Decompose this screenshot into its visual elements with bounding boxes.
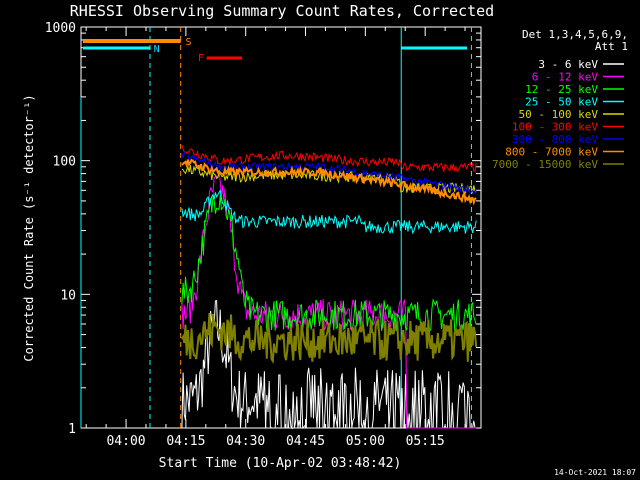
y-tick-label: 1 bbox=[68, 422, 76, 437]
legend-label: 300 - 800 keV bbox=[512, 133, 598, 146]
chart-title: RHESSI Observing Summary Count Rates, Co… bbox=[70, 2, 494, 20]
y-tick-label: 100 bbox=[53, 155, 76, 170]
legend-label: 7000 - 15000 keV bbox=[492, 158, 598, 171]
legend-label: 25 - 50 keV bbox=[525, 96, 598, 109]
x-tick-label: 04:30 bbox=[226, 434, 265, 449]
series-line bbox=[181, 189, 477, 235]
legend-label: 3 - 6 keV bbox=[538, 58, 598, 71]
y-tick-label: 10 bbox=[60, 288, 76, 303]
flag-label: F bbox=[198, 53, 204, 64]
series-line bbox=[181, 158, 477, 206]
x-tick-label: 04:00 bbox=[106, 434, 145, 449]
flag-label: N bbox=[154, 44, 160, 55]
legend-label: 6 - 12 keV bbox=[532, 71, 599, 84]
flag-label: S bbox=[185, 37, 191, 48]
legend-label: 100 - 300 keV bbox=[512, 121, 598, 134]
y-axis-label: Corrected Count Rate (s⁻¹ detector⁻¹) bbox=[22, 94, 36, 361]
x-tick-label: 04:15 bbox=[166, 434, 205, 449]
series-line bbox=[181, 170, 477, 429]
legend-label: 50 - 100 keV bbox=[519, 108, 599, 121]
x-tick-label: 05:00 bbox=[346, 434, 385, 449]
series-line bbox=[181, 151, 477, 196]
legend-label: 12 - 25 keV bbox=[525, 83, 598, 96]
x-tick-label: 04:45 bbox=[286, 434, 325, 449]
plot-area: 1 10 100 1000 04:00 04:15 04:30 04:45 05:00 05:15… bbox=[45, 21, 482, 449]
x-axis-label: Start Time (10-Apr-02 03:48:42) bbox=[159, 456, 402, 471]
footer-date: 14-Oct-2021 18:07 bbox=[554, 468, 636, 477]
y-tick-label: 1000 bbox=[45, 21, 76, 36]
legend-header: Det 1,3,4,5,6,9, bbox=[522, 28, 628, 41]
series-line bbox=[181, 144, 477, 173]
legend-header: Att 1 bbox=[595, 40, 628, 53]
x-tick-label: 05:15 bbox=[406, 434, 445, 449]
series-line bbox=[181, 313, 478, 364]
legend-label: 800 - 7000 keV bbox=[505, 146, 598, 159]
